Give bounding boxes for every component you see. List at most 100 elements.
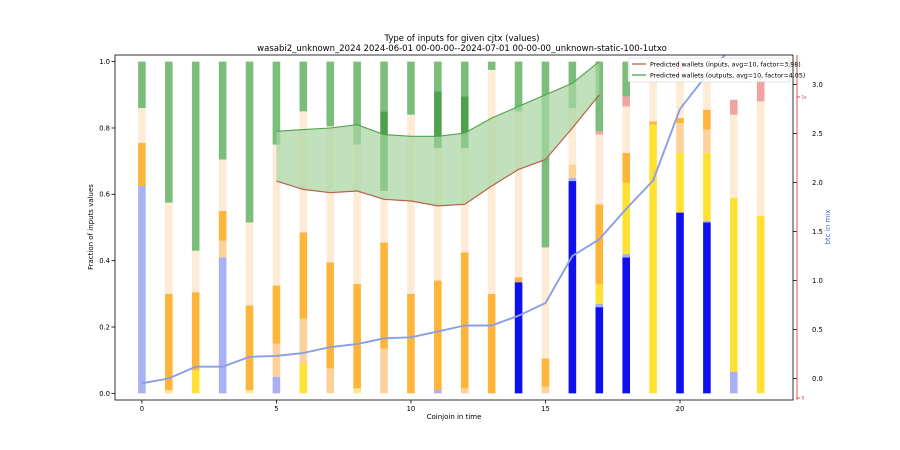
bar-segment	[756, 78, 765, 102]
bar-segment	[245, 222, 254, 306]
bar-segment	[595, 134, 604, 205]
y2-tick-label: 0.0	[812, 375, 823, 383]
bar-segment	[138, 186, 146, 394]
plot-frame	[114, 54, 794, 401]
y-axis-left: 0.0 0.2 0.4 0.6 0.8 1.0	[99, 58, 115, 398]
bar-segment	[218, 257, 227, 394]
bar-segment	[272, 376, 281, 394]
y-tick-label: 0.8	[99, 124, 110, 132]
bar-segment	[595, 283, 604, 304]
bar-segment	[434, 390, 442, 394]
bar-segment	[622, 61, 630, 97]
bar-segment	[703, 61, 711, 110]
bar-segment	[218, 61, 227, 160]
bar-segment	[353, 61, 361, 145]
chart-title: Type of inputs for given cjtx (values)	[384, 34, 540, 44]
bar-segment	[595, 204, 604, 284]
bar-segment	[703, 222, 711, 394]
bar-segment	[353, 388, 361, 394]
bar-segment	[353, 283, 361, 389]
bar-segment	[299, 232, 308, 319]
bar-segment	[380, 191, 388, 243]
bar-segment	[407, 293, 415, 394]
bar-segment	[622, 257, 630, 394]
bar-segment	[353, 144, 361, 284]
bar-segment	[191, 292, 200, 371]
bar-segment	[191, 250, 200, 293]
bar-segment	[380, 242, 388, 349]
bar-segment	[622, 96, 630, 107]
bar-segment	[649, 124, 657, 394]
bar-segment	[272, 343, 281, 377]
y3-tick-label: 0	[802, 396, 805, 401]
x-axis-label: Coinjoin in time	[427, 413, 482, 421]
bar-segment	[622, 182, 630, 255]
y-tick-label: 0.2	[99, 323, 110, 331]
x-tick-label: 15	[541, 405, 550, 413]
bar-segment	[165, 61, 173, 203]
bar-segment	[595, 303, 604, 308]
bar-segment	[676, 123, 684, 153]
bar-segment	[622, 152, 630, 183]
bar-segment	[245, 305, 254, 391]
lines-layer	[141, 55, 727, 385]
bar-segment	[218, 159, 227, 211]
bar-segment	[326, 368, 335, 394]
y2-tick-label: 2.5	[812, 130, 823, 138]
bar-segment	[730, 99, 738, 115]
y-tick-label: 0.4	[99, 257, 110, 265]
bar-segment	[326, 126, 335, 263]
x-tick-label: 20	[676, 405, 685, 413]
bar-segment	[568, 108, 577, 165]
bar-segment	[165, 293, 173, 391]
legend-label-inputs: Predicted wallets (inputs, avg=10, facto…	[650, 62, 801, 69]
bar-segment	[568, 164, 577, 178]
bar-segment	[165, 390, 173, 394]
bar-segment	[541, 386, 550, 394]
y-axis-label: Fraction of inputs values	[87, 184, 95, 270]
wallet-fill-layer	[276, 61, 600, 206]
bar-segment	[434, 91, 442, 148]
bar-segment	[434, 147, 442, 281]
bar-segment	[299, 318, 308, 364]
y-axis-right-secondary: 1e 0	[796, 55, 807, 401]
bar-segment	[730, 197, 738, 372]
bar-segment	[272, 285, 281, 344]
bar-segment	[703, 129, 711, 153]
bar-segment	[460, 96, 469, 148]
bar-segment	[756, 215, 765, 394]
predicted-wallets-outputs-line	[276, 61, 600, 137]
bar-segment	[138, 142, 146, 187]
bar-segment	[756, 101, 765, 216]
bar-segment	[138, 61, 146, 109]
x-tick-label: 10	[407, 405, 416, 413]
y-tick-label: 0.6	[99, 191, 110, 199]
legend-box	[627, 57, 791, 83]
bar-segment	[541, 358, 550, 387]
bar-segment	[730, 114, 738, 198]
bar-segment	[245, 61, 254, 223]
x-tick-label: 5	[274, 405, 278, 413]
btc-in-mix-group	[141, 55, 727, 385]
y2-tick-label: 1.5	[812, 228, 823, 236]
y2-axis-label: btc in mix	[824, 210, 832, 245]
bar-segment	[191, 61, 200, 251]
bar-segment	[595, 61, 604, 132]
bar-segment	[299, 61, 308, 112]
bar-segment	[595, 131, 604, 135]
bar-segment	[703, 152, 711, 221]
legend-label-outputs: Predicted wallets (outputs, avg=10, fact…	[650, 73, 805, 80]
x-tick-label: 0	[140, 405, 144, 413]
bar-segment	[487, 293, 496, 394]
bar-segment	[568, 181, 577, 394]
bar-segment	[299, 363, 308, 394]
bar-segment	[703, 109, 711, 130]
bar-segment	[407, 114, 415, 294]
predicted-wallets-area	[276, 61, 600, 206]
x-axis: 0 5 10 15 20	[140, 400, 685, 413]
bar-segment	[460, 61, 469, 97]
legend: Predicted wallets (inputs, avg=10, facto…	[627, 57, 805, 83]
bar-segment	[326, 61, 335, 127]
bar-segment	[622, 106, 630, 153]
predicted-wallets-inputs-line	[276, 94, 600, 207]
